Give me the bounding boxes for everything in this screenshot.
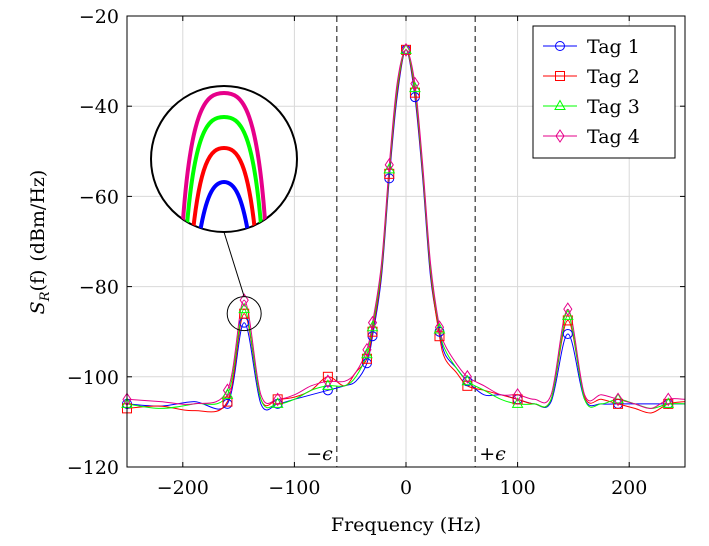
x-tick-label: −200: [157, 477, 209, 499]
data-point: [239, 308, 250, 319]
data-point: [663, 392, 673, 407]
data-point: [409, 81, 421, 93]
data-point: [384, 157, 394, 172]
legend-swatch-marker: [555, 71, 565, 81]
legend-label: Tag 1: [587, 36, 640, 58]
data-point: [461, 374, 474, 386]
legend-swatch-marker: [555, 129, 565, 143]
data-point: [410, 76, 420, 91]
data-point: [383, 162, 396, 174]
y-tick-label: −40: [79, 96, 119, 118]
data-point: [512, 394, 523, 405]
zoom-inset-circle: [150, 85, 298, 233]
zoom-peak-curve: [179, 90, 269, 232]
threshold-label: −ϵ: [306, 443, 333, 465]
data-point: [462, 380, 473, 391]
data-point: [613, 398, 624, 409]
zoom-peak-curve: [183, 114, 265, 232]
data-point: [409, 87, 420, 98]
data-point: [361, 347, 373, 359]
data-point: [563, 302, 573, 317]
y-axis-label-subscript: R: [38, 291, 53, 302]
data-point: [238, 302, 251, 314]
data-point: [271, 397, 284, 408]
threshold-label: +ϵ: [479, 443, 506, 465]
legend-swatch-marker: [555, 41, 565, 51]
data-point: [434, 320, 445, 335]
x-tick-label: 100: [499, 477, 535, 499]
y-tick-label: −20: [79, 6, 119, 28]
data-point: [362, 342, 372, 357]
data-point: [662, 397, 675, 408]
zoom-inset: [150, 85, 298, 332]
zoom-peak-curve: [189, 145, 259, 232]
data-point: [322, 385, 333, 396]
data-point: [366, 320, 379, 332]
y-axis-label-unit: (dBm/Hz): [27, 170, 49, 262]
data-point: [322, 379, 334, 390]
data-point: [561, 309, 574, 320]
x-tick-label: 200: [611, 477, 647, 499]
data-point: [434, 331, 445, 342]
x-tick-label: 0: [400, 477, 412, 499]
data-point: [612, 392, 624, 404]
data-point: [613, 392, 623, 407]
zoom-peak-curve: [195, 179, 253, 232]
legend-label: Tag 3: [587, 96, 640, 118]
zoom-connector: [223, 231, 245, 297]
marker-layer: [121, 42, 675, 414]
data-point: [400, 43, 412, 54]
data-point: [361, 353, 372, 364]
y-axis-label-arg: (f): [27, 270, 49, 292]
x-axis-label: Frequency (Hz): [331, 514, 481, 536]
threshold-lines: −ϵ +ϵ: [306, 16, 506, 467]
legend-swatch-marker: [554, 99, 566, 110]
legend-label: Tag 4: [587, 126, 640, 148]
y-axis-label: SR(f) (dBm/Hz): [27, 170, 53, 315]
data-point: [323, 374, 333, 389]
data-point: [222, 383, 233, 398]
legend-label: Tag 2: [587, 66, 640, 88]
data-point: [384, 168, 395, 179]
legend: Tag 1 Tag 2 Tag 3 Tag 4: [532, 25, 676, 159]
data-point: [367, 326, 378, 337]
zoom-inset-curves: [179, 90, 269, 232]
data-point: [239, 293, 249, 308]
data-point: [511, 397, 524, 408]
x-tick-label: −100: [268, 477, 320, 499]
data-point: [273, 392, 283, 407]
data-point: [462, 369, 472, 384]
y-tick-label: −60: [79, 186, 119, 208]
y-tick-label: −120: [67, 457, 119, 479]
y-tick-label: −100: [67, 367, 119, 389]
data-point: [562, 328, 573, 339]
data-point: [221, 388, 234, 399]
y-tick-label: −80: [79, 277, 119, 299]
data-point: [401, 42, 411, 57]
ticks: −200 −100 0 100 200 −120 −100 −80 −60 −40 −20: [67, 6, 685, 499]
y-axis-label-symbol: S: [27, 301, 49, 314]
data-point: [367, 315, 378, 330]
data-point: [512, 387, 523, 402]
